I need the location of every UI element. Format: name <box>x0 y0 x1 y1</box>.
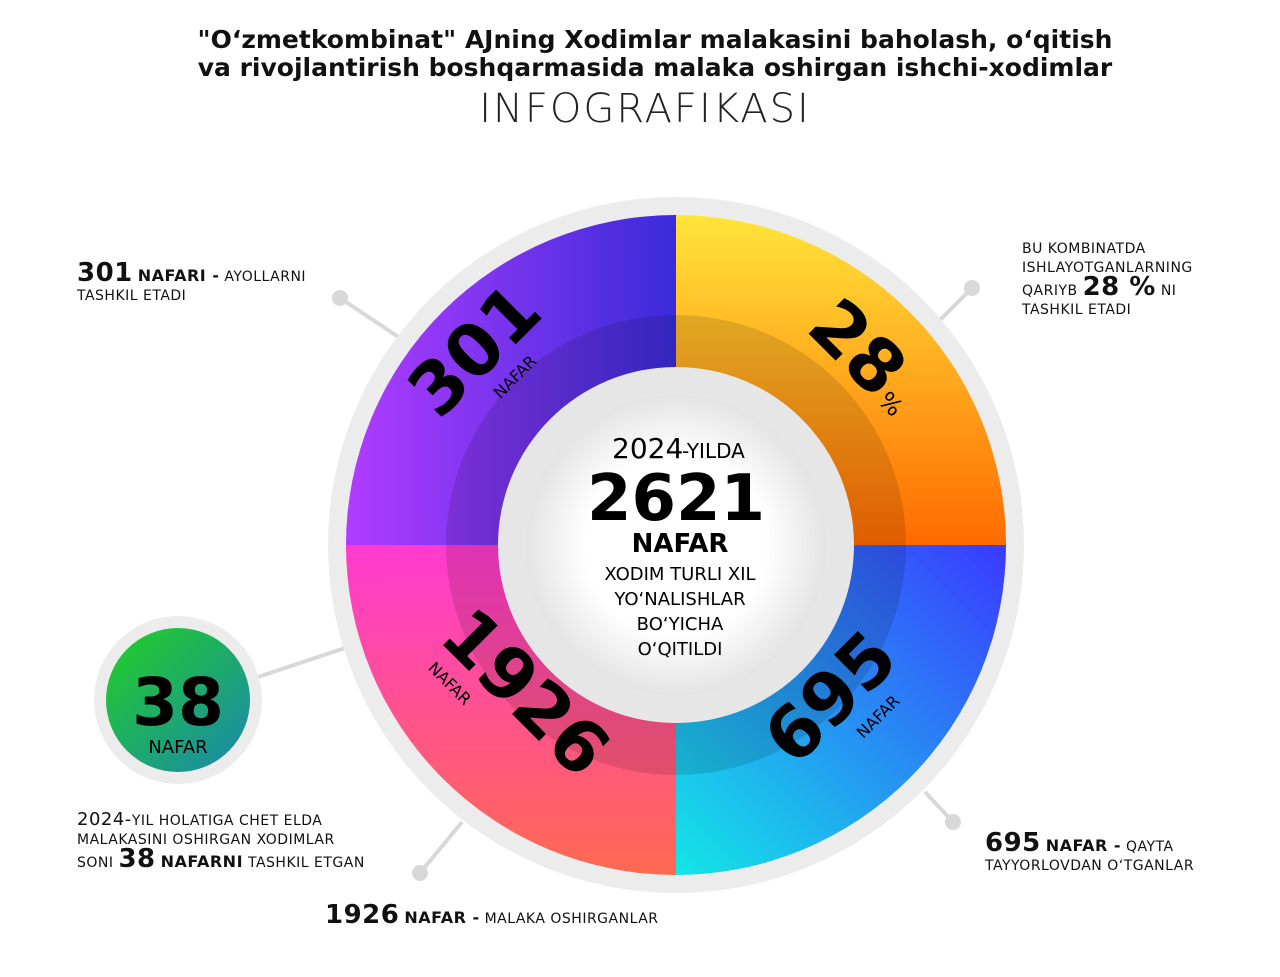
note-bold: NAFARI - <box>137 266 220 285</box>
segment-blue <box>676 545 1006 875</box>
note-number: 2024- <box>77 809 132 830</box>
title: "O‘zmetkombinat" AJning Xodimlar malakas… <box>197 25 1113 82</box>
note-number: 38 <box>118 844 156 874</box>
note-women: 301 NAFARI - AYOLLARNI TASHKIL ETADI <box>77 260 307 306</box>
segment-yellow <box>676 215 1006 545</box>
note-text: QAYTA <box>1125 839 1174 855</box>
segment-purple <box>346 215 676 545</box>
note-text: TAYYORLOVDAN O‘TGANLAR <box>985 858 1195 874</box>
note-share: Bu kombinatda ishlayotganlarning qariyb 28… <box>1022 240 1193 320</box>
note-text: tashkil etadi <box>1022 302 1132 318</box>
center-desc: BO‘YICHA <box>637 614 724 635</box>
center-total: 2621 <box>587 462 765 536</box>
note-bold: NAFARNI <box>160 852 244 871</box>
note-text: malakasini oshirgan xodimlar <box>77 832 335 848</box>
center-desc: YO‘NALISHLAR <box>613 589 745 610</box>
center-unit: NAFAR <box>632 529 729 559</box>
center-year-suffix: -YILDA <box>682 439 745 463</box>
connector-lines <box>254 280 980 881</box>
note-number: 301 <box>77 258 133 288</box>
note-retrained: 695 NAFAR - QAYTA TAYYORLOVDAN O‘TGANLAR <box>985 830 1195 876</box>
note-abroad: 2024-yil holatiga chet elda malakasini os… <box>77 810 365 873</box>
badge-38 <box>106 628 250 772</box>
note-text: TASHKIL ETADI <box>77 288 187 304</box>
note-text: qariyb <box>1022 283 1078 299</box>
note-text: soni <box>77 855 114 871</box>
note-number: 1926 <box>325 900 400 930</box>
center-year: 2024 <box>612 432 683 465</box>
note-number: 695 <box>985 828 1041 858</box>
note-text: ishlayotganlarning <box>1022 260 1193 276</box>
note-bold: NAFAR - <box>1045 836 1122 855</box>
subtitle: INFOGRAFIKASI <box>479 86 811 132</box>
center-desc: O‘QITILDI <box>638 639 723 660</box>
note-text: tashkil etgan <box>247 855 365 871</box>
note-text: ni <box>1160 283 1177 299</box>
note-number: 28 % <box>1082 272 1156 302</box>
note-bold: NAFAR - <box>404 908 480 927</box>
note-text: yil holatiga chet elda <box>131 813 323 829</box>
center-desc: XODIM TURLI XIL <box>604 564 755 585</box>
center-disc <box>526 395 826 695</box>
note-trained: 1926 NAFAR - MALAKA OSHIRGANLAR <box>325 902 659 929</box>
note-text: AYOLLARNI <box>224 269 307 285</box>
badge-value: 38 <box>132 664 224 741</box>
badge-unit: NAFAR <box>148 737 207 758</box>
segment-pink <box>346 545 676 875</box>
note-text: Bu kombinatda <box>1022 241 1146 257</box>
note-text: MALAKA OSHIRGANLAR <box>484 911 659 927</box>
